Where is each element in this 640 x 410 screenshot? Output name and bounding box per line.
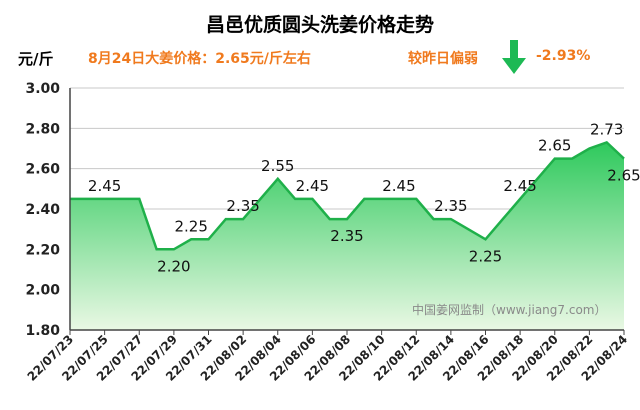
y-axis-unit: 元/斤: [18, 50, 54, 68]
price-line: [70, 140, 625, 251]
change-percent: -2.93%: [536, 48, 591, 64]
data-labels: 2.452.202.252.352.552.452.352.452.352.25…: [88, 120, 640, 275]
data-label: 2.25: [469, 247, 502, 265]
data-label: 2.20: [157, 257, 190, 275]
data-label: 2.35: [330, 227, 363, 245]
data-label: 2.73: [590, 120, 623, 138]
data-label: 2.45: [88, 177, 121, 195]
data-label: 2.65: [538, 137, 571, 155]
price-area: [70, 142, 624, 330]
data-label: 2.35: [434, 197, 467, 215]
data-label: 2.55: [261, 157, 294, 175]
chart-title: 昌邑优质圆头洗姜价格走势: [205, 14, 434, 36]
data-label: 2.45: [503, 177, 536, 195]
data-label: 2.65: [607, 167, 640, 185]
y-tick-label: 3.00: [25, 81, 60, 97]
trend-note: 较昨日偏弱: [408, 51, 478, 67]
y-tick-label: 2.00: [25, 283, 60, 299]
y-tick-label: 2.20: [25, 242, 60, 258]
x-axis-ticks: 22/07/2322/07/2522/07/2722/07/2922/07/31…: [25, 330, 630, 384]
data-label: 2.25: [174, 217, 207, 235]
down-arrow-icon: [502, 40, 526, 74]
y-tick-label: 2.40: [25, 202, 60, 218]
y-tick-label: 2.80: [25, 121, 60, 137]
price-note: 8月24日大姜价格：2.65元/斤左右: [88, 51, 311, 67]
y-tick-label: 2.60: [25, 162, 60, 178]
data-label: 2.45: [382, 177, 415, 195]
data-label: 2.35: [226, 197, 259, 215]
y-tick-label: 1.80: [25, 323, 60, 339]
y-axis-ticks: 1.80 2.00 2.20 2.40 2.60 2.80 3.00: [25, 81, 60, 339]
watermark: 中国姜网监制（www.jiang7.com）: [412, 302, 606, 317]
data-label: 2.45: [296, 177, 329, 195]
